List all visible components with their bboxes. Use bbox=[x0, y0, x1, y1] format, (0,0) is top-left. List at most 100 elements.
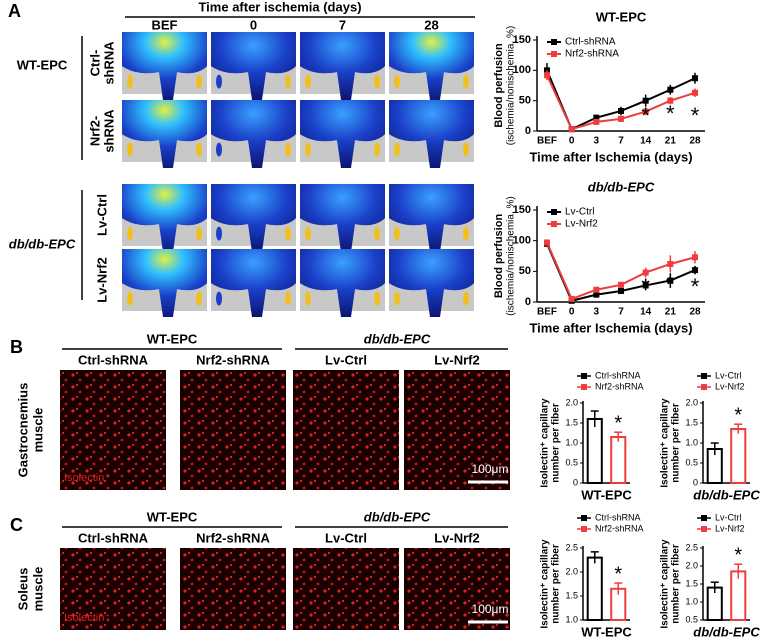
row-label: Ctrl- bbox=[87, 50, 102, 77]
column-label: Lv-Ctrl bbox=[325, 352, 367, 367]
paw bbox=[374, 74, 380, 89]
bar bbox=[730, 570, 747, 622]
paw bbox=[394, 142, 400, 157]
point bbox=[667, 97, 674, 104]
perfusion-image bbox=[300, 184, 385, 252]
paw bbox=[216, 74, 222, 89]
perfusion-image bbox=[300, 100, 385, 168]
x-tick-label: 14 bbox=[640, 136, 652, 147]
group-label: db/db-EPC bbox=[364, 331, 431, 346]
point bbox=[568, 295, 575, 302]
paw bbox=[285, 142, 291, 157]
row-label: Lv-Nrf2 bbox=[94, 257, 109, 303]
x-tick-label: 7 bbox=[618, 136, 624, 147]
legend-label: Lv-Ctrl bbox=[565, 207, 594, 218]
row-label: shRNA bbox=[101, 109, 116, 153]
y-axis-label: Blood perfusion bbox=[493, 214, 505, 299]
paw bbox=[374, 142, 380, 157]
paw bbox=[305, 74, 311, 89]
y-tick-label: 1.5 bbox=[565, 417, 578, 427]
panel-label: A bbox=[8, 1, 21, 21]
y-tick-label: 0 bbox=[525, 125, 531, 137]
point bbox=[642, 269, 649, 276]
y-tick-label: 0.5 bbox=[685, 614, 698, 624]
column-label: Nrf2-shRNA bbox=[196, 530, 270, 545]
legend-label: Ctrl-shRNA bbox=[565, 37, 616, 48]
y-tick-label: 150 bbox=[513, 34, 531, 46]
perfusion-image bbox=[211, 184, 296, 252]
paw bbox=[285, 74, 291, 89]
x-axis-label: db/db-EPC bbox=[693, 487, 760, 502]
y-axis-label: number per fiber bbox=[671, 403, 682, 483]
perfusion-image bbox=[122, 100, 207, 168]
legend-label: Lv-Nrf2 bbox=[715, 523, 745, 533]
column-label: Lv-Nrf2 bbox=[434, 352, 480, 367]
point bbox=[544, 239, 550, 246]
column-label: Ctrl-shRNA bbox=[78, 530, 149, 545]
paw bbox=[196, 226, 202, 241]
point bbox=[593, 291, 600, 298]
row-label: Lv-Ctrl bbox=[94, 194, 109, 236]
point bbox=[667, 86, 674, 93]
perfusion-image bbox=[122, 184, 207, 252]
point bbox=[544, 72, 550, 79]
y-tick-label: 50 bbox=[519, 265, 531, 277]
y-tick-label: 1.5 bbox=[685, 578, 698, 588]
point bbox=[692, 254, 698, 261]
micrograph bbox=[180, 370, 286, 490]
group-label: db/db-EPC bbox=[9, 236, 76, 251]
legend-label: Ctrl-shRNA bbox=[595, 512, 641, 522]
row-label: shRNA bbox=[101, 41, 116, 85]
paw bbox=[463, 291, 469, 306]
x-tick-label: BEF bbox=[537, 136, 557, 147]
paw bbox=[394, 226, 400, 241]
point bbox=[692, 89, 698, 96]
paw bbox=[196, 291, 202, 306]
significance: * bbox=[691, 103, 700, 128]
column-label: 28 bbox=[424, 17, 438, 32]
x-tick-label: 0 bbox=[569, 307, 575, 318]
x-axis-label: db/db-EPC bbox=[693, 624, 760, 639]
column-label: Lv-Ctrl bbox=[325, 530, 367, 545]
point bbox=[618, 115, 624, 122]
point bbox=[593, 286, 600, 293]
paw bbox=[394, 291, 400, 306]
y-tick-label: 2.0 bbox=[685, 560, 698, 570]
point bbox=[618, 107, 624, 114]
micrograph bbox=[293, 370, 399, 490]
y-axis-label: Isolectin⁺ capillary bbox=[540, 539, 551, 629]
paw bbox=[394, 74, 400, 89]
panel-label: C bbox=[10, 515, 23, 535]
x-tick-label: 21 bbox=[665, 307, 677, 318]
y-tick-label: 1.5 bbox=[565, 590, 578, 600]
y-axis-label: (ischemia/nonischemia, %) bbox=[506, 196, 517, 316]
bar bbox=[610, 436, 627, 484]
paw bbox=[285, 226, 291, 241]
paw bbox=[463, 226, 469, 241]
y-axis-label: number per fiber bbox=[551, 403, 562, 483]
perfusion-image bbox=[389, 184, 474, 252]
legend-marker bbox=[551, 221, 557, 227]
y-axis-label: Isolectin⁺ capillary bbox=[660, 539, 671, 629]
micrograph bbox=[60, 548, 166, 630]
perfusion-image bbox=[300, 32, 385, 100]
y-tick-label: 1.0 bbox=[685, 437, 698, 447]
legend-marker bbox=[551, 51, 557, 57]
y-tick-label: 0 bbox=[525, 296, 531, 308]
paw bbox=[285, 291, 291, 306]
x-axis-label: WT-EPC bbox=[581, 624, 632, 639]
y-tick-label: 2.5 bbox=[685, 542, 698, 552]
paw bbox=[196, 142, 202, 157]
side-label: Soleus bbox=[15, 568, 30, 611]
significance: * bbox=[641, 274, 650, 299]
x-axis-label: Time after Ischemia (days) bbox=[529, 149, 692, 164]
perfusion-image bbox=[211, 32, 296, 100]
stain-label: Isolectin⁺ bbox=[64, 472, 110, 484]
micrograph bbox=[404, 548, 510, 630]
y-tick-label: 0.5 bbox=[685, 457, 698, 467]
micrograph bbox=[180, 548, 286, 630]
x-tick-label: 3 bbox=[594, 307, 600, 318]
legend-label: Lv-Ctrl bbox=[715, 370, 742, 380]
x-axis-label: WT-EPC bbox=[581, 487, 632, 502]
